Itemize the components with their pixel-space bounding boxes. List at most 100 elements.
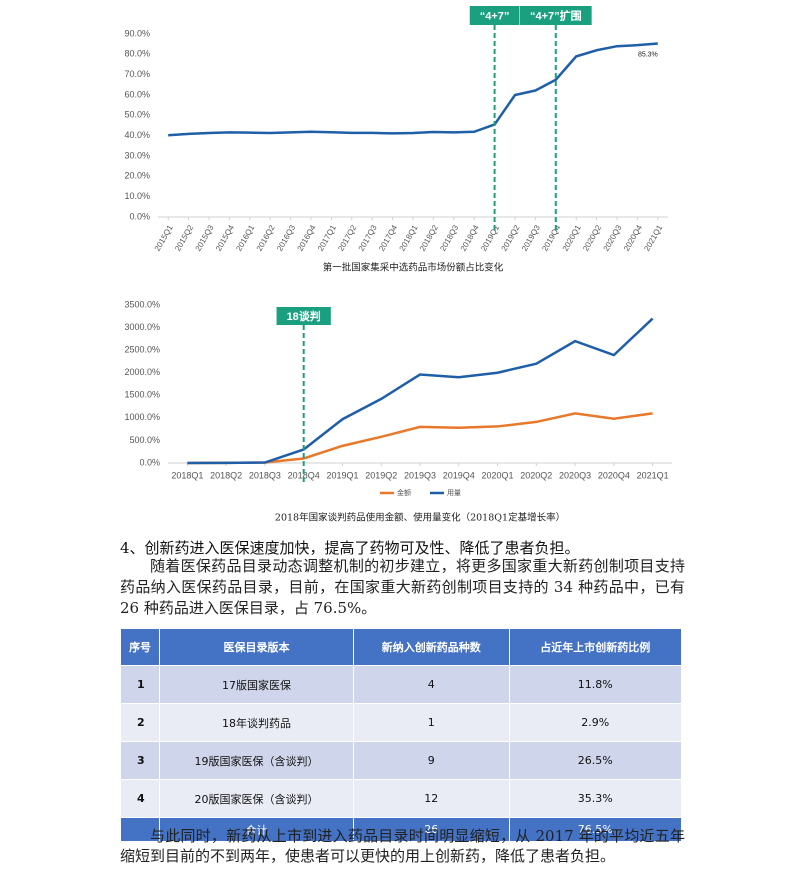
table-cell: 11.8%	[508, 665, 683, 704]
y-tick-label: 0.0%	[139, 457, 160, 467]
annotation: “4+7”扩围	[519, 6, 592, 25]
paragraph: 与此同时，新药从上市到进入药品目录时间明显缩短，从 2017 年的平均近五年缩短…	[120, 827, 685, 865]
x-tick-label: 2020Q1	[482, 470, 514, 480]
annotation: 18谈判	[276, 307, 331, 325]
x-tick-label: 2018Q2	[210, 470, 242, 480]
x-tick-label: 2020Q3	[602, 223, 624, 253]
table-cell: 2	[119, 703, 161, 742]
legend-label: 用量	[447, 489, 461, 497]
x-tick-label: 2019Q4	[540, 223, 562, 253]
x-tick-label: 2018Q4	[288, 470, 320, 480]
x-tick-label: 2016Q1	[234, 223, 256, 253]
data-label: 85.3%	[638, 51, 658, 58]
y-tick-label: 20.0%	[124, 171, 150, 181]
x-tick-label: 2019Q3	[404, 470, 436, 480]
annotation-label: 18谈判	[287, 309, 321, 323]
total-cell: 26	[352, 817, 510, 842]
x-tick-label: 2017Q4	[377, 223, 399, 253]
x-tick-label: 2020Q4	[598, 470, 630, 480]
chart-title: 第一批国家集采中选药品市场份额占比变化	[323, 262, 504, 274]
table-cell: 35.3%	[508, 779, 683, 818]
annotation-label: “4+7”	[480, 10, 510, 22]
x-tick-label: 2016Q4	[296, 223, 318, 253]
y-tick-label: 2500.0%	[124, 345, 160, 355]
x-tick-label: 2020Q2	[520, 470, 552, 480]
x-tick-label: 2020Q1	[561, 223, 583, 253]
y-tick-label: 10.0%	[124, 191, 150, 201]
x-tick-label: 2019Q4	[443, 470, 475, 480]
table-cell: 4	[352, 665, 510, 704]
chart-title: 2018年国家谈判药品使用金额、使用量变化（2018Q1定基增长率）	[275, 512, 565, 524]
x-tick-label: 2019Q2	[365, 470, 397, 480]
x-tick-label: 2020Q2	[581, 223, 603, 253]
y-tick-label: 3500.0%	[124, 299, 160, 309]
x-tick-label: 2021Q1	[637, 470, 669, 480]
table-cell: 17版国家医保	[159, 665, 354, 704]
x-tick-label: 2018Q3	[249, 470, 281, 480]
table-cell: 3	[119, 741, 161, 780]
section-heading: 4、创新药进入医保速度加快，提高了药物可及性、降低了患者负担。	[120, 539, 580, 557]
y-tick-label: 1000.0%	[124, 412, 160, 422]
table-row: 1 17版国家医保 4 11.8%	[119, 665, 683, 704]
table-cell	[119, 817, 161, 842]
y-tick-label: 0.0%	[129, 211, 150, 221]
x-tick-label: 2018Q2	[418, 223, 440, 253]
x-tick-label: 2015Q4	[214, 223, 236, 253]
table-cell: 9	[352, 741, 510, 780]
x-tick-label: 2019Q2	[500, 223, 522, 253]
line-series	[187, 317, 654, 465]
table-row: 3 19版国家医保（含谈判） 9 26.5%	[119, 741, 683, 780]
table-cell: 26.5%	[508, 741, 683, 780]
table-row: 4 20版国家医保（含谈判） 12 35.3%	[119, 779, 683, 818]
x-tick-label: 2018Q1	[171, 470, 203, 480]
y-tick-label: 40.0%	[124, 130, 150, 140]
x-tick-label: 2020Q4	[622, 223, 644, 253]
x-tick-label: 2019Q1	[479, 223, 501, 253]
legend-label: 金额	[397, 488, 411, 497]
header-cell: 新纳入创新药品种数	[352, 628, 510, 666]
annotation-box	[519, 6, 592, 25]
y-tick-label: 70.0%	[124, 69, 150, 79]
y-tick-label: 500.0%	[129, 435, 160, 445]
y-tick-label: 90.0%	[124, 28, 150, 38]
line-series	[168, 42, 658, 137]
annotation-box	[469, 6, 520, 25]
total-row: 合计 26 76.5%	[119, 817, 683, 842]
x-tick-label: 2015Q2	[173, 223, 195, 253]
x-tick-label: 2019Q3	[520, 223, 542, 253]
table: 序号 医保目录版本 新纳入创新药品种数 占近年上市创新药比例 1 17版国家医保 4 11.8…	[119, 628, 683, 842]
total-cell: 合计	[159, 817, 354, 842]
x-tick-label: 2015Q3	[194, 223, 216, 253]
line-series	[187, 412, 653, 465]
x-tick-label: 2019Q1	[326, 470, 358, 480]
y-tick-label: 1500.0%	[124, 390, 160, 400]
total-cell: 76.5%	[508, 817, 683, 842]
x-tick-label: 2016Q3	[275, 223, 297, 253]
x-tick-label: 2020Q3	[559, 470, 591, 480]
table-cell: 12	[352, 779, 510, 818]
table-cell: 19版国家医保（含谈判）	[159, 741, 354, 780]
x-tick-label: 2018Q4	[459, 223, 481, 253]
annotation-label: “4+7”扩围	[530, 8, 582, 22]
table-cell: 2.9%	[508, 703, 683, 742]
table-cell: 4	[119, 779, 161, 818]
x-tick-label: 2018Q3	[438, 223, 460, 253]
x-tick-label: 2016Q2	[255, 223, 277, 253]
table-row: 2 18年谈判药品 1 2.9%	[119, 703, 683, 742]
header-cell: 序号	[119, 628, 161, 666]
x-tick-label: 2017Q1	[316, 223, 338, 253]
header-row: 序号 医保目录版本 新纳入创新药品种数 占近年上市创新药比例	[119, 628, 683, 666]
paragraph: 随着医保药品目录动态调整机制的初步建立，将更多国家重大新药创制项目支持药品纳入医…	[120, 557, 685, 617]
x-tick-label: 2017Q2	[336, 223, 358, 253]
table-cell: 1	[119, 665, 161, 704]
header-cell: 占近年上市创新药比例	[508, 628, 683, 666]
table-cell: 20版国家医保（含谈判）	[159, 779, 354, 818]
table-cell: 18年谈判药品	[159, 703, 354, 742]
y-tick-label: 2000.0%	[124, 367, 160, 377]
y-tick-label: 3000.0%	[124, 322, 160, 332]
annotation: “4+7”	[469, 6, 520, 25]
header-cell: 医保目录版本	[159, 628, 354, 666]
y-tick-label: 60.0%	[124, 89, 150, 99]
y-tick-label: 30.0%	[124, 150, 150, 160]
